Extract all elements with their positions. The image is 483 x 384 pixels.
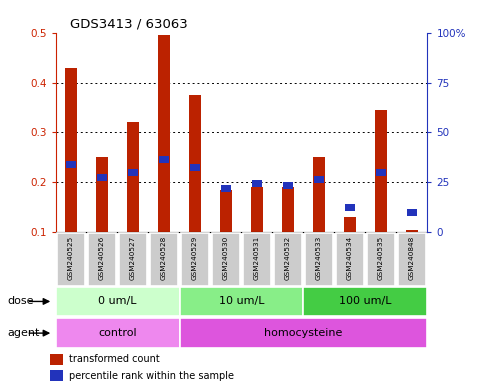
Text: percentile rank within the sample: percentile rank within the sample — [70, 371, 234, 381]
FancyBboxPatch shape — [56, 287, 180, 316]
Bar — [251, 187, 263, 232]
Text: 100 um/L: 100 um/L — [339, 296, 392, 306]
Text: GSM240530: GSM240530 — [223, 235, 229, 280]
FancyBboxPatch shape — [336, 233, 364, 286]
Bar — [128, 169, 138, 176]
Text: GSM240525: GSM240525 — [68, 235, 74, 280]
FancyBboxPatch shape — [367, 233, 395, 286]
Text: GSM240533: GSM240533 — [316, 235, 322, 280]
Text: GSM240535: GSM240535 — [378, 235, 384, 280]
FancyBboxPatch shape — [398, 233, 426, 286]
Bar — [344, 217, 356, 232]
Text: GSM240531: GSM240531 — [254, 235, 260, 280]
Bar — [158, 35, 170, 232]
Text: GSM240532: GSM240532 — [285, 235, 291, 280]
Text: 0 um/L: 0 um/L — [98, 296, 137, 306]
Bar — [345, 204, 355, 211]
Bar — [283, 182, 293, 189]
FancyBboxPatch shape — [305, 233, 333, 286]
FancyBboxPatch shape — [243, 233, 271, 286]
Bar — [50, 354, 63, 365]
FancyBboxPatch shape — [180, 287, 303, 316]
Text: transformed count: transformed count — [70, 354, 160, 364]
Bar — [97, 174, 107, 181]
Bar — [313, 157, 325, 232]
Text: GSM240527: GSM240527 — [130, 235, 136, 280]
Bar — [159, 156, 169, 164]
Bar — [375, 110, 387, 232]
Text: control: control — [98, 328, 137, 338]
FancyBboxPatch shape — [119, 233, 147, 286]
Bar — [282, 187, 294, 232]
Bar — [220, 190, 232, 232]
FancyBboxPatch shape — [56, 318, 180, 348]
FancyBboxPatch shape — [212, 233, 240, 286]
Bar — [252, 180, 262, 187]
FancyBboxPatch shape — [180, 318, 427, 348]
Bar — [314, 176, 324, 184]
Bar — [65, 68, 77, 232]
Bar — [96, 157, 108, 232]
FancyBboxPatch shape — [88, 233, 116, 286]
Bar — [190, 164, 200, 171]
FancyBboxPatch shape — [274, 233, 302, 286]
Text: GSM240526: GSM240526 — [99, 235, 105, 280]
Text: dose: dose — [7, 296, 34, 306]
Text: GSM240529: GSM240529 — [192, 235, 198, 280]
FancyBboxPatch shape — [303, 287, 427, 316]
Bar — [50, 370, 63, 381]
Bar — [407, 209, 417, 216]
Text: agent: agent — [7, 328, 40, 338]
Bar — [66, 161, 76, 169]
Text: GSM240848: GSM240848 — [409, 235, 415, 280]
Bar — [189, 95, 201, 232]
Text: GSM240528: GSM240528 — [161, 235, 167, 280]
Bar — [221, 185, 231, 192]
Text: 10 um/L: 10 um/L — [219, 296, 264, 306]
FancyBboxPatch shape — [57, 233, 85, 286]
Text: GSM240534: GSM240534 — [347, 235, 353, 280]
Text: GDS3413 / 63063: GDS3413 / 63063 — [71, 17, 188, 30]
Text: homocysteine: homocysteine — [264, 328, 342, 338]
FancyBboxPatch shape — [181, 233, 209, 286]
Bar — [406, 230, 418, 232]
Bar — [376, 169, 386, 176]
Bar — [127, 122, 139, 232]
FancyBboxPatch shape — [150, 233, 178, 286]
